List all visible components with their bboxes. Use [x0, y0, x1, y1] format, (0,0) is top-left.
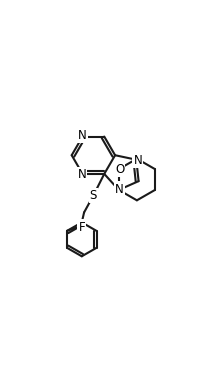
- Text: F: F: [78, 221, 85, 233]
- Text: N: N: [115, 183, 124, 196]
- Text: S: S: [90, 189, 97, 202]
- Text: N: N: [77, 168, 86, 181]
- Text: O: O: [115, 163, 124, 176]
- Text: N: N: [78, 129, 87, 142]
- Text: N: N: [134, 154, 142, 167]
